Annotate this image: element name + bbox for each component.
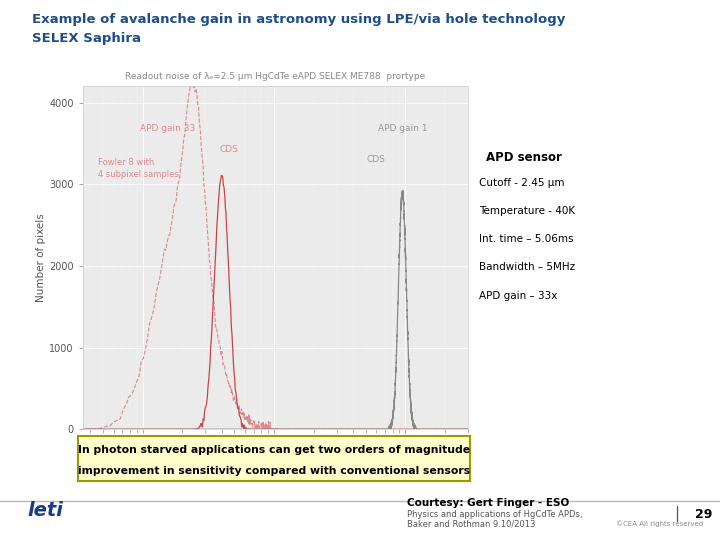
Text: APD gain 1: APD gain 1	[378, 124, 427, 133]
X-axis label: Readout noise [erms]: Readout noise [erms]	[220, 454, 331, 464]
Text: leti: leti	[27, 501, 63, 520]
Text: Temperature - 40K: Temperature - 40K	[479, 206, 575, 217]
Text: APD sensor: APD sensor	[486, 151, 562, 164]
Text: Physics and applications of HgCdTe APDs,: Physics and applications of HgCdTe APDs,	[407, 510, 582, 518]
Text: Fowler 8 with
4 subpixel samples: Fowler 8 with 4 subpixel samples	[98, 158, 179, 179]
Text: Baker and Rothman 9.10/2013: Baker and Rothman 9.10/2013	[407, 519, 535, 528]
Text: |: |	[674, 506, 680, 522]
Y-axis label: Number of pixels: Number of pixels	[37, 213, 46, 302]
Text: CDS: CDS	[220, 145, 238, 154]
Text: Courtesy: Gert Finger - ESO: Courtesy: Gert Finger - ESO	[407, 498, 569, 508]
Text: In photon starved applications can get two orders of magnitude: In photon starved applications can get t…	[78, 446, 470, 455]
Text: CDS: CDS	[366, 155, 385, 164]
Text: SELEX Saphira: SELEX Saphira	[32, 32, 141, 45]
Text: Int. time – 5.06ms: Int. time – 5.06ms	[479, 234, 573, 245]
Text: ©CEA All rights reserved: ©CEA All rights reserved	[616, 521, 703, 527]
Text: APD gain 33: APD gain 33	[140, 124, 195, 133]
Text: improvement in sensitivity compared with conventional sensors: improvement in sensitivity compared with…	[78, 466, 470, 476]
Text: Example of avalanche gain in astronomy using LPE/via hole technology: Example of avalanche gain in astronomy u…	[32, 14, 566, 26]
Text: 29: 29	[695, 508, 712, 521]
Title: Readout noise of λₑ=2.5 μm HgCdTe eAPD SELEX ME788  prortype: Readout noise of λₑ=2.5 μm HgCdTe eAPD S…	[125, 72, 426, 82]
Text: Cutoff - 2.45 μm: Cutoff - 2.45 μm	[479, 178, 564, 188]
Text: APD gain – 33x: APD gain – 33x	[479, 291, 557, 301]
Text: Bandwidth – 5MHz: Bandwidth – 5MHz	[479, 262, 575, 273]
